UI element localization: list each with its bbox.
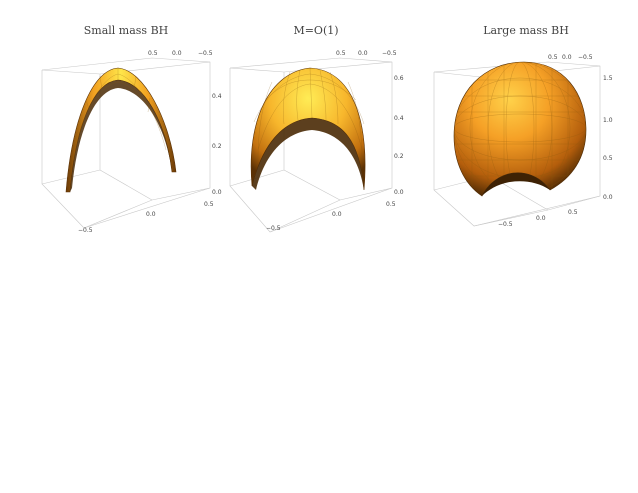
tick-bottom: −0.5 (498, 221, 513, 228)
tick-right: 0.4 (394, 115, 404, 122)
tick-top: −0.5 (198, 50, 213, 57)
tick-top: −0.5 (578, 54, 593, 61)
tick-bottom: 0.5 (568, 209, 578, 216)
tick-right: 1.0 (603, 117, 613, 124)
tick-bottom: 0.5 (386, 201, 396, 208)
tick-right: 0.4 (212, 93, 222, 100)
tick-top: 0.0 (358, 50, 368, 57)
tick-bottom: −0.5 (78, 227, 93, 234)
plot-title: Large mass BH (483, 24, 569, 37)
tick-right: 0.0 (212, 189, 222, 196)
plot-panel-m-order-one: M=O(1) (210, 0, 422, 240)
tick-top: 0.5 (336, 50, 346, 57)
tick-right: 0.2 (212, 143, 222, 150)
plot-3d-large-mass[interactable]: 0.5 0.0 −0.5 1.5 1.0 0.5 0.0 0.5 0.0 −0.… (420, 0, 632, 240)
tick-right: 1.5 (603, 75, 613, 82)
tick-top: −0.5 (382, 50, 397, 57)
tick-top: 0.0 (172, 50, 182, 57)
tick-right: 0.2 (394, 153, 404, 160)
tick-top: 0.5 (148, 50, 158, 57)
tick-top: 0.0 (562, 54, 572, 61)
tick-top: 0.5 (548, 54, 558, 61)
plot-panel-large-mass: Large mass BH (420, 0, 632, 240)
tick-right: 0.0 (603, 194, 613, 201)
tick-bottom: 0.5 (204, 201, 214, 208)
plot-title: M=O(1) (293, 24, 339, 37)
plot-panel-small-mass: Small mass BH (20, 0, 232, 240)
tick-bottom: 0.0 (146, 211, 156, 218)
tick-bottom: 0.0 (332, 211, 342, 218)
tick-right: 0.0 (394, 189, 404, 196)
tick-bottom: −0.5 (266, 225, 281, 232)
tick-bottom: 0.0 (536, 215, 546, 222)
plot-title: Small mass BH (83, 24, 169, 37)
plot-3d-small-mass[interactable]: 0.5 0.0 −0.5 0.4 0.2 0.0 0.5 0.0 −0.5 (20, 0, 232, 240)
tick-right: 0.5 (603, 155, 613, 162)
tick-right: 0.6 (394, 75, 404, 82)
plot-3d-m-order-one[interactable]: 0.5 0.0 −0.5 0.6 0.4 0.2 0.0 0.5 0.0 −0.… (210, 0, 422, 240)
